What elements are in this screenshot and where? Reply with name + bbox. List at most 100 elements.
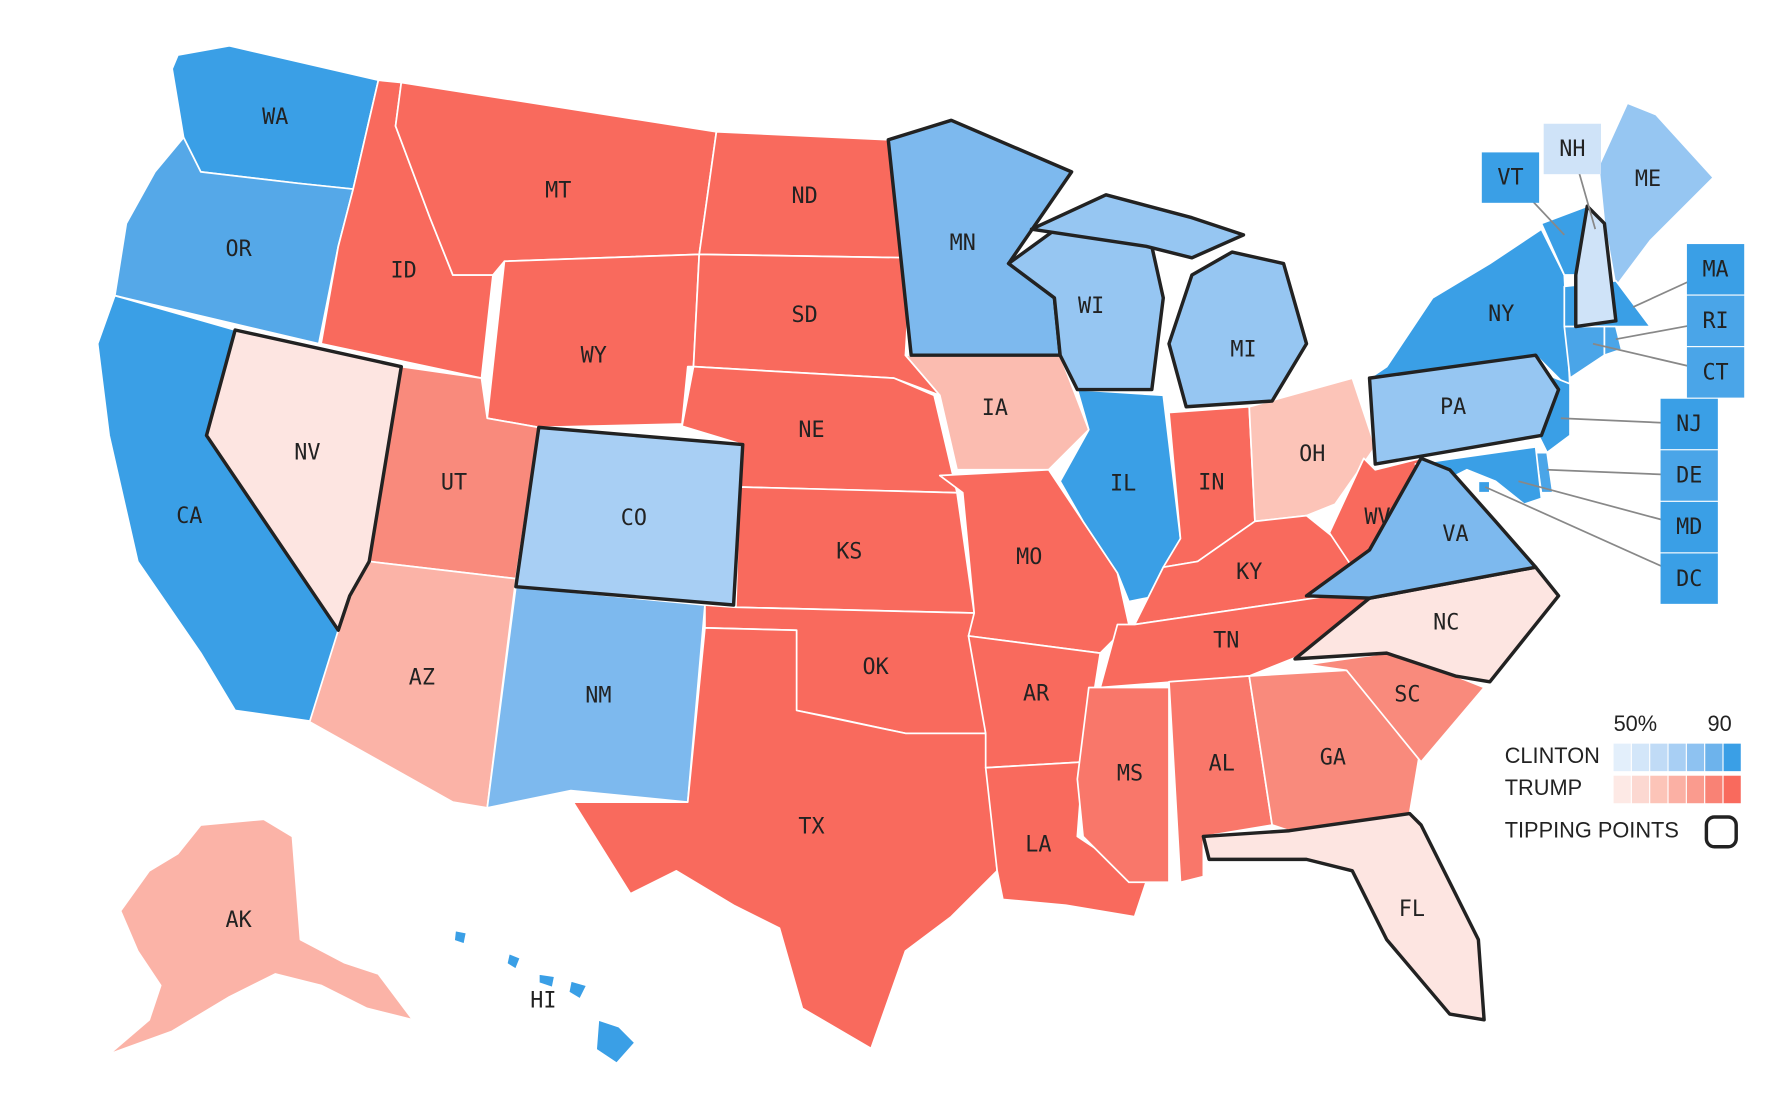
state — [204, 328, 404, 632]
legend-low: 50% — [1614, 711, 1658, 736]
state-label: KS — [836, 539, 862, 564]
state-label: AZ — [409, 665, 435, 690]
legend-swatch — [1631, 743, 1650, 772]
label-box — [1660, 398, 1718, 450]
state — [486, 585, 706, 809]
leader-line — [1484, 486, 1690, 580]
state-label: OH — [1299, 442, 1325, 467]
state-label: CO — [621, 506, 647, 531]
state-label: SC — [1394, 683, 1420, 708]
legend-swatch — [1668, 775, 1686, 804]
state-label: TX — [798, 814, 824, 839]
state — [1059, 388, 1182, 603]
legend-swatch — [1613, 743, 1631, 772]
state-label: NE — [798, 418, 824, 443]
state-label: IL — [1110, 472, 1136, 497]
state-label: LA — [1025, 833, 1051, 858]
state-label: MD — [1676, 515, 1702, 540]
state — [1029, 193, 1309, 409]
state-label: IN — [1198, 471, 1224, 496]
state-label: NH — [1559, 137, 1585, 162]
state-label: NJ — [1676, 412, 1702, 437]
legend-swatch — [1723, 743, 1741, 772]
state-label: KY — [1236, 560, 1262, 585]
legend-tipping-swatch — [1704, 815, 1738, 849]
state-label: UT — [441, 471, 467, 496]
label-box — [1686, 295, 1745, 347]
state — [1304, 456, 1538, 600]
legend-swatch — [1650, 775, 1668, 804]
state-label: OK — [863, 655, 890, 680]
state-label: HI — [530, 988, 556, 1013]
state-label: PA — [1440, 395, 1466, 420]
state-label: MI — [1230, 338, 1256, 363]
state — [1603, 325, 1623, 357]
legend-swatch — [1613, 775, 1631, 804]
state-label: VT — [1497, 166, 1523, 191]
state-label: CT — [1702, 361, 1728, 386]
state-label: MO — [1016, 545, 1042, 570]
legend-swatch — [1631, 775, 1650, 804]
state — [113, 136, 355, 345]
state — [1477, 480, 1491, 494]
state-label: VA — [1442, 522, 1468, 547]
state-label: MN — [950, 231, 976, 256]
label-box — [1660, 553, 1718, 604]
state-label: AK — [225, 908, 252, 933]
state-label: WA — [262, 105, 288, 130]
state-label: IA — [982, 396, 1008, 421]
state-label: SD — [792, 303, 818, 328]
state — [1367, 353, 1561, 466]
legend-swatch — [1686, 743, 1705, 772]
state — [514, 425, 745, 607]
state — [1563, 325, 1606, 379]
state-label: ID — [390, 259, 416, 284]
state-label: OR — [225, 237, 252, 262]
label-box — [1686, 347, 1745, 398]
state-label: NC — [1433, 610, 1459, 635]
state-label: NV — [294, 441, 320, 466]
state — [1201, 811, 1486, 1022]
legend-tipping: TIPPING POINTS — [1505, 818, 1679, 843]
state-label: WY — [581, 343, 607, 368]
states — [96, 44, 1715, 1065]
state — [1574, 204, 1618, 329]
legend-swatch — [1686, 775, 1705, 804]
state — [572, 627, 998, 1050]
state-label: MT — [545, 178, 571, 203]
state-label: FL — [1399, 897, 1425, 922]
labels: WA OR CA NV ID MT WY UT CO AZ NM ND SD NE KS OK TX MN IA MO… — [176, 105, 1745, 1013]
state-label: NM — [585, 684, 611, 709]
state-label: RI — [1702, 309, 1728, 334]
state-label: NY — [1488, 302, 1514, 327]
legend-swatch — [1705, 775, 1723, 804]
state — [486, 253, 701, 429]
label-box — [1481, 152, 1540, 203]
state-label: TN — [1213, 629, 1239, 654]
state — [108, 818, 414, 1056]
legend: 50% 90 CLINTON TRUMP TIPPING POINTS — [1505, 711, 1741, 849]
label-box — [1686, 244, 1745, 295]
state-label: DC — [1676, 567, 1702, 592]
label-box — [1660, 450, 1718, 501]
legend-swatch — [1668, 743, 1686, 772]
legend-swatch — [1723, 775, 1741, 804]
state-label: GA — [1320, 746, 1346, 771]
state-label: ND — [792, 184, 818, 209]
state-label: WV — [1364, 505, 1390, 530]
state-label: MA — [1702, 257, 1728, 282]
label-box — [1660, 501, 1718, 553]
legend-clinton: CLINTON — [1505, 743, 1600, 768]
legend-swatch — [1705, 743, 1723, 772]
state-label: WI — [1078, 294, 1104, 319]
state-label: ME — [1635, 167, 1661, 192]
legend-trump: TRUMP — [1505, 775, 1582, 800]
state-label: AL — [1209, 751, 1235, 776]
state-label: DE — [1676, 464, 1702, 489]
legend-swatch — [1650, 743, 1668, 772]
label-box — [1543, 123, 1601, 175]
state-label: AR — [1023, 681, 1050, 706]
state-label: MS — [1117, 762, 1143, 787]
